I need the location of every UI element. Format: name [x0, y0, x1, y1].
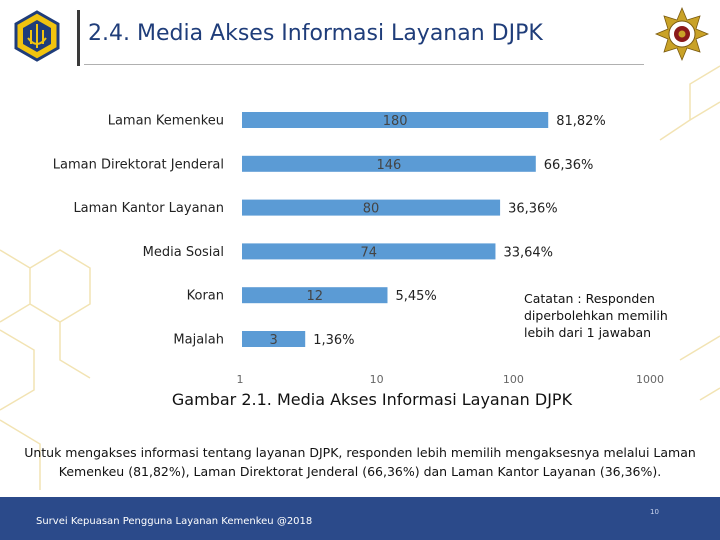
category-label: Laman Kantor Layanan: [73, 201, 224, 216]
bar-value-label: 80: [363, 202, 380, 217]
bar: [242, 331, 306, 347]
bar: [242, 199, 501, 216]
title-underline: [84, 64, 644, 65]
summary-paragraph: Untuk mengakses informasi tentang layana…: [24, 445, 696, 479]
bar-percent-label: 1,36%: [313, 333, 354, 348]
figure-caption: Gambar 2.1. Media Akses Informasi Layana…: [171, 390, 573, 409]
x-tick-label: 1: [237, 373, 244, 386]
category-label: Media Sosial: [143, 245, 224, 260]
bar-percent-label: 33,64%: [503, 245, 553, 260]
slide-header: 2.4. Media Akses Informasi Layanan DJPK: [0, 0, 720, 80]
bar-percent-label: 81,82%: [556, 114, 606, 129]
bar: [242, 155, 536, 172]
bar-percent-label: 36,36%: [508, 202, 558, 217]
header-divider: [77, 10, 80, 66]
bar-value-label: 3: [269, 333, 277, 348]
bar-value-label: 146: [376, 158, 401, 173]
page-number: 10: [650, 508, 659, 516]
media-access-bar-chart: Laman Kemenkeu Laman Direktorat Jenderal L…: [53, 112, 664, 386]
bar-percent-label: 5,45%: [395, 289, 436, 304]
bar-value-label: 12: [306, 289, 323, 304]
category-label: Laman Direktorat Jenderal: [53, 157, 224, 172]
bar: [242, 243, 496, 260]
x-tick-label: 1000: [636, 373, 664, 386]
footer-bar: [0, 497, 720, 540]
bar: [242, 112, 549, 128]
university-emblem-icon: [654, 6, 710, 62]
x-tick-label: 10: [370, 373, 384, 386]
x-tick-label: 100: [503, 373, 524, 386]
chart-note: Catatan : Responden diperbolehkan memili…: [524, 291, 668, 340]
page-title: 2.4. Media Akses Informasi Layanan DJPK: [88, 21, 543, 46]
bar: [242, 287, 388, 304]
bar-value-label: 180: [383, 114, 408, 129]
bar-percent-label: 66,36%: [544, 158, 594, 173]
category-label: Laman Kemenkeu: [108, 114, 224, 129]
footer-text: Survei Kepuasan Pengguna Layanan Kemenke…: [36, 516, 313, 527]
kemenkeu-logo-icon: [14, 10, 60, 62]
category-label: Majalah: [173, 333, 224, 348]
category-label: Koran: [187, 289, 224, 304]
bar-value-label: 74: [360, 245, 377, 260]
